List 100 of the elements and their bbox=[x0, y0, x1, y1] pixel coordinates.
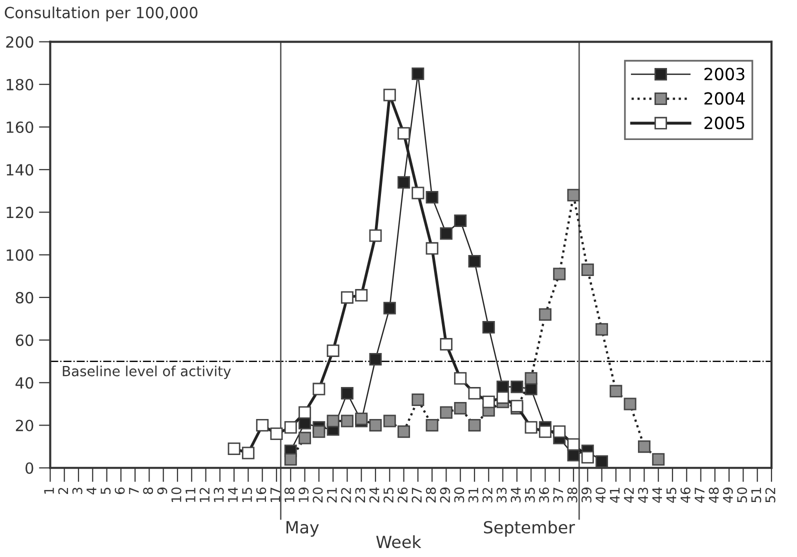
point bbox=[312, 425, 326, 438]
point bbox=[426, 419, 438, 432]
point bbox=[398, 425, 410, 438]
x-tick-label: 9 bbox=[157, 488, 168, 494]
point bbox=[468, 387, 481, 400]
x-tick-label: 35 bbox=[524, 488, 535, 502]
point bbox=[440, 227, 452, 240]
x-tick-label: 39 bbox=[581, 488, 592, 502]
point bbox=[369, 229, 382, 242]
x-tick-label: 14 bbox=[228, 487, 238, 502]
point bbox=[567, 438, 580, 451]
point bbox=[298, 432, 312, 444]
x-tick-label: 46 bbox=[680, 487, 690, 503]
x-tick-label: 3 bbox=[72, 488, 82, 494]
point bbox=[638, 440, 650, 453]
y-tick-label: 20 bbox=[16, 420, 34, 432]
x-tick-label: 8 bbox=[143, 488, 154, 494]
x-tick-label: 31 bbox=[468, 488, 478, 502]
legend-label: 2003 bbox=[704, 68, 744, 80]
y-tick-label: 140 bbox=[6, 164, 34, 176]
x-tick-label: 5 bbox=[100, 488, 111, 494]
point bbox=[454, 372, 467, 385]
x-tick-label: 49 bbox=[722, 488, 733, 503]
x-tick-label: 17 bbox=[270, 488, 280, 502]
point bbox=[326, 344, 340, 357]
point bbox=[567, 188, 580, 202]
point bbox=[596, 323, 608, 336]
point bbox=[510, 380, 524, 394]
point bbox=[412, 393, 424, 406]
point bbox=[454, 402, 467, 414]
x-tick-label: 1 bbox=[44, 488, 54, 494]
x-tick-label: 22 bbox=[341, 488, 351, 502]
point bbox=[383, 302, 396, 314]
y-axis-title: Consultation per 100,000 bbox=[4, 6, 198, 22]
point bbox=[440, 338, 452, 351]
x-tick-label: 48 bbox=[708, 488, 719, 503]
x-tick-label: 32 bbox=[482, 488, 492, 502]
x-tick-label: 42 bbox=[624, 488, 634, 503]
x-axis-title: Week bbox=[376, 535, 422, 548]
x-tick-label: 41 bbox=[610, 488, 620, 503]
point bbox=[581, 263, 594, 276]
point bbox=[538, 308, 552, 321]
x-tick-label: 20 bbox=[312, 488, 323, 502]
x-tick-label: 38 bbox=[567, 488, 578, 502]
x-tick-label: 2 bbox=[58, 488, 68, 494]
x-tick-label: 12 bbox=[200, 488, 210, 502]
point bbox=[340, 387, 354, 400]
point bbox=[298, 406, 312, 419]
y-tick-label: 180 bbox=[6, 78, 34, 90]
y-tick-label: 200 bbox=[6, 36, 34, 48]
x-tick-label: 43 bbox=[638, 488, 648, 503]
y-tick-label: 80 bbox=[16, 292, 34, 304]
point bbox=[284, 421, 297, 434]
point bbox=[468, 419, 481, 432]
point bbox=[284, 453, 297, 466]
point bbox=[256, 419, 269, 432]
x-tick-label: 28 bbox=[426, 488, 436, 502]
point bbox=[524, 372, 538, 385]
point bbox=[496, 391, 510, 404]
x-tick-label: 29 bbox=[440, 488, 450, 502]
x-tick-label: 11 bbox=[186, 488, 196, 502]
legend-label: 2005 bbox=[704, 116, 744, 130]
point bbox=[270, 428, 283, 440]
point bbox=[482, 396, 495, 408]
x-tick-label: 10 bbox=[171, 488, 182, 502]
x-tick-label: 4 bbox=[86, 487, 96, 494]
point bbox=[596, 455, 608, 468]
x-tick-label: 45 bbox=[666, 488, 676, 503]
point bbox=[340, 291, 354, 304]
x-tick-label: 6 bbox=[114, 487, 125, 494]
x-tick-label: 15 bbox=[242, 488, 252, 502]
point bbox=[340, 414, 354, 428]
x-tick-label: 26 bbox=[398, 487, 408, 502]
point bbox=[412, 67, 424, 80]
point bbox=[383, 88, 396, 102]
x-tick-label: 13 bbox=[214, 488, 224, 502]
ref-line-label: May bbox=[286, 521, 319, 537]
y-tick-label: 160 bbox=[6, 121, 34, 134]
x-tick-label: 34 bbox=[510, 487, 521, 502]
x-tick-label: 37 bbox=[553, 488, 564, 502]
legend-label: 2004 bbox=[704, 92, 745, 105]
point bbox=[312, 382, 326, 396]
y-tick-label: 100 bbox=[6, 249, 34, 261]
ref-line-label: September bbox=[484, 520, 575, 537]
ref-line-label: Baseline level of activity bbox=[62, 366, 231, 380]
x-tick-label: 44 bbox=[652, 487, 662, 503]
x-tick-label: 33 bbox=[496, 488, 507, 502]
x-tick-label: 36 bbox=[539, 487, 550, 502]
point bbox=[369, 419, 382, 432]
point bbox=[398, 127, 410, 140]
point bbox=[440, 406, 452, 419]
x-tick-label: 52 bbox=[765, 488, 776, 502]
x-tick-label: 16 bbox=[256, 487, 266, 502]
y-tick-label: 40 bbox=[16, 377, 34, 389]
point bbox=[369, 352, 382, 366]
point bbox=[412, 186, 424, 200]
x-tick-label: 24 bbox=[369, 487, 380, 502]
x-tick-label: 23 bbox=[355, 488, 366, 502]
y-tick-label: 60 bbox=[16, 334, 34, 346]
point bbox=[524, 421, 538, 434]
